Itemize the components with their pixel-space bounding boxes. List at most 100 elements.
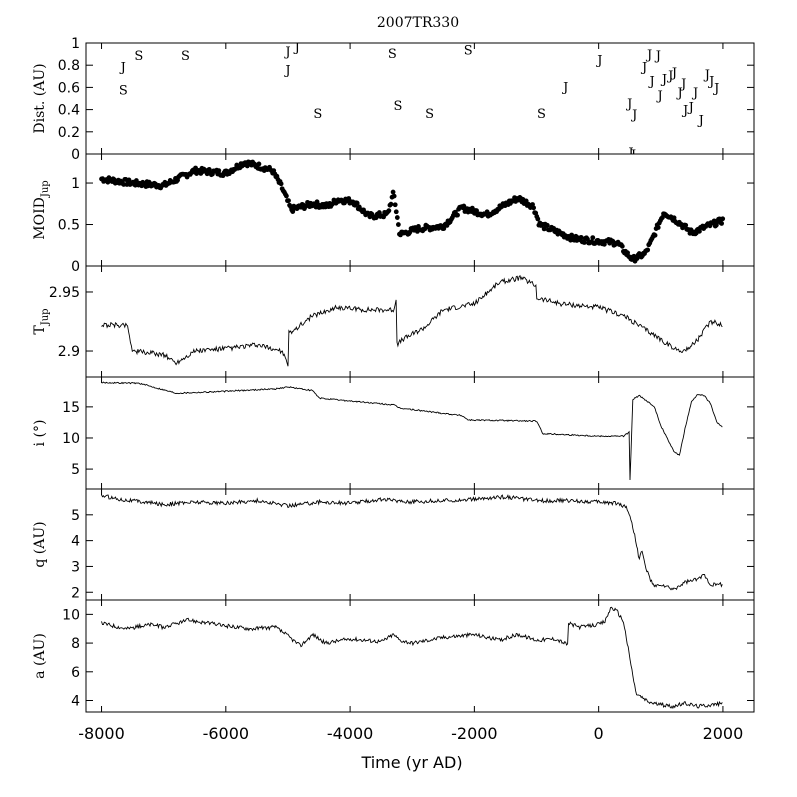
panel-plot-area — [101, 494, 723, 591]
y-axis-label: MOIDJup — [32, 180, 51, 239]
y-tick-label: 15 — [62, 400, 80, 416]
moid-point — [581, 240, 587, 245]
moid-point — [284, 193, 289, 199]
tjup-series-line — [101, 274, 723, 367]
encounter-marker: J — [697, 114, 704, 129]
encounter-marker: J — [666, 69, 673, 84]
y-axis-label-main: T — [32, 325, 48, 335]
encounter-marker: J — [293, 40, 300, 55]
panel-plot-area — [101, 274, 723, 367]
y-tick-label: 6 — [71, 665, 80, 681]
moid-point — [441, 226, 447, 231]
y-tick-label: 1 — [71, 36, 80, 52]
panel-frame — [85, 265, 755, 378]
y-tick-label: 2.9 — [58, 344, 80, 360]
panel-plot-area — [101, 381, 723, 481]
chart-title: 2007TR330 — [377, 15, 459, 31]
moid-point — [720, 216, 726, 222]
panel-frame — [85, 599, 755, 713]
encounter-marker: J — [687, 100, 694, 115]
moid-point — [461, 203, 467, 209]
y-axis-label-sub: Jup — [40, 308, 51, 326]
y-axis-label-sub: Jup — [40, 180, 51, 198]
moid-point — [590, 235, 596, 241]
encounter-marker: J — [595, 54, 602, 69]
y-tick-label: 2 — [71, 585, 80, 601]
x-axis-label: Time (yr AD) — [360, 753, 462, 772]
y-axis-label-group: MOIDJup — [32, 180, 51, 239]
encounter-marker: J — [283, 64, 290, 79]
encounter-marker: J — [647, 75, 654, 90]
panel-plot-area — [99, 159, 726, 264]
x-axis: -8000 -6000 -4000 -2000 0 2000 — [78, 724, 743, 743]
encounter-marker: J — [654, 49, 661, 64]
moid-point — [391, 193, 397, 199]
moid-point — [354, 200, 360, 206]
x-tick-label: -4000 — [327, 724, 374, 743]
encounter-marker: S — [181, 49, 190, 64]
a-series-line — [101, 606, 723, 710]
x-tick-label: -2000 — [451, 724, 498, 743]
moid-point — [697, 228, 702, 234]
y-tick-label: 2.95 — [49, 285, 80, 301]
panel-a: 4 6 8 10 a (AU) — [32, 599, 755, 713]
moid-point — [286, 198, 291, 204]
moid-point — [278, 181, 284, 187]
x-tick-label: 0 — [594, 724, 604, 743]
moid-point — [660, 215, 665, 220]
panel-frame — [85, 488, 755, 601]
moid-point — [719, 221, 725, 226]
encounter-marker: J — [681, 104, 688, 119]
y-tick-label: 5 — [71, 462, 80, 478]
moid-point — [585, 236, 590, 242]
inc-series-line — [101, 381, 723, 481]
encounter-marker: J — [119, 60, 126, 75]
encounter-marker: S — [388, 47, 397, 62]
y-tick-label: 0 — [71, 259, 80, 275]
moid-point — [455, 212, 460, 218]
y-tick-label: 1 — [71, 176, 80, 192]
panel-inc: 5 10 15 i (°) — [32, 376, 755, 490]
y-tick-label: 0.8 — [58, 58, 80, 74]
moid-point — [655, 225, 661, 230]
encounter-marker: S — [425, 107, 434, 122]
moid-point — [388, 201, 394, 207]
moid-point — [393, 209, 399, 215]
y-tick-label: 10 — [62, 607, 80, 623]
panel-plot-area — [101, 606, 723, 710]
encounter-marker: J — [625, 97, 632, 112]
moid-point — [683, 222, 689, 228]
x-tick-label: -6000 — [203, 724, 250, 743]
encounter-marker: J — [561, 80, 568, 95]
encounter-marker: J — [679, 77, 686, 92]
moid-point — [390, 189, 396, 195]
x-tick-label: -8000 — [78, 724, 125, 743]
panel-q: 2 3 4 5 q (AU) — [32, 488, 755, 601]
encounter-marker: S — [119, 84, 128, 99]
y-axis-label: TJup — [32, 308, 51, 334]
y-tick-label: 10 — [62, 431, 80, 447]
moid-point — [619, 243, 625, 249]
encounter-marker: J — [656, 89, 663, 104]
y-axis-label: q (AU) — [32, 521, 48, 567]
encounter-marker: S — [464, 44, 473, 59]
encounter-marker: S — [393, 99, 402, 114]
encounter-marker: J — [630, 108, 637, 123]
moid-point — [671, 215, 677, 221]
encounter-marker: J — [626, 146, 633, 161]
x-tick-label: 2000 — [703, 724, 744, 743]
moid-point — [392, 202, 398, 208]
panel-moid: 0 0.5 1 MOIDJup — [32, 153, 755, 275]
y-tick-label: 4 — [71, 534, 80, 550]
moid-point — [531, 205, 536, 211]
y-tick-label: 0.5 — [58, 218, 80, 234]
y-axis-label-main: MOID — [32, 197, 48, 240]
encounter-marker: S — [134, 49, 143, 64]
moid-point — [535, 216, 541, 222]
encounter-marker: J — [660, 73, 667, 88]
y-axis-label: Dist. (AU) — [32, 63, 48, 133]
moid-point — [578, 234, 584, 240]
